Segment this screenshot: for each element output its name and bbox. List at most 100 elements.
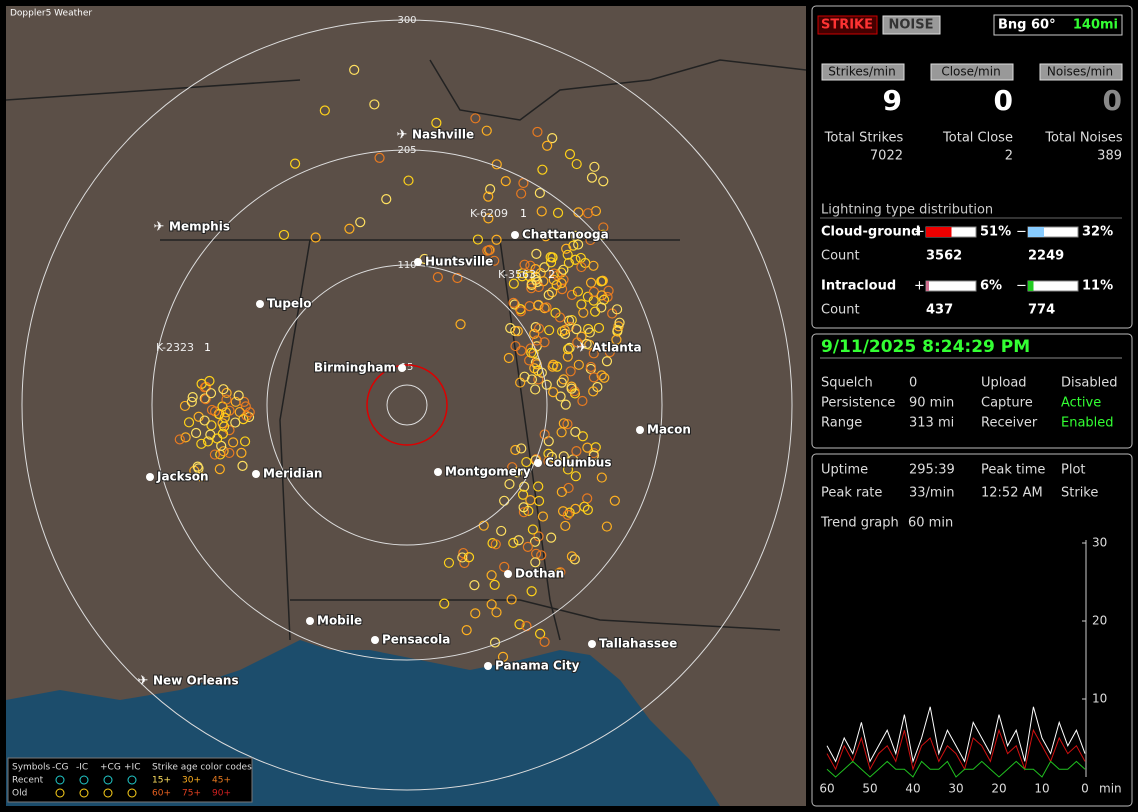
strike-symbol bbox=[559, 325, 570, 336]
setting: Capture bbox=[981, 396, 1033, 411]
strike-symbol bbox=[524, 271, 535, 282]
strike-symbol bbox=[598, 229, 609, 240]
stats-panel bbox=[811, 5, 1133, 329]
strike-symbol bbox=[601, 521, 612, 532]
strike-symbol bbox=[199, 415, 210, 426]
legend-row: Old bbox=[12, 789, 27, 799]
legend-age-title: Strike age color codes bbox=[152, 763, 252, 773]
strike-symbol bbox=[589, 306, 601, 317]
strike-symbol bbox=[582, 208, 594, 219]
strike-symbol bbox=[545, 257, 557, 268]
strike-symbol bbox=[515, 377, 526, 388]
strike-symbol bbox=[206, 420, 217, 431]
y-tick-label: 10 bbox=[1092, 692, 1107, 706]
strike-symbol bbox=[491, 607, 502, 618]
strike-symbol bbox=[455, 319, 466, 330]
dist-pct: 32% bbox=[1082, 225, 1113, 240]
strike-symbol bbox=[239, 396, 250, 408]
range-ring bbox=[386, 384, 428, 426]
legend-age: 30+ bbox=[182, 776, 201, 786]
strike-symbol bbox=[541, 302, 552, 313]
strike-symbol bbox=[577, 431, 588, 442]
strike-symbol bbox=[381, 194, 392, 205]
dist-count: 774 bbox=[1028, 303, 1055, 318]
strike-button-label[interactable]: STRIKE bbox=[821, 18, 873, 33]
city-label: Memphis bbox=[169, 220, 230, 234]
strike-symbol bbox=[530, 264, 541, 275]
strike-symbol bbox=[510, 325, 521, 337]
strike-symbol bbox=[221, 394, 232, 405]
dist-bar bbox=[1028, 281, 1034, 291]
city-dot bbox=[306, 617, 314, 625]
strike-symbol bbox=[529, 536, 541, 547]
strike-symbol bbox=[233, 390, 244, 401]
city-label: Mobile bbox=[317, 614, 362, 628]
x-tick-label: 20 bbox=[991, 782, 1006, 796]
strike-symbol bbox=[527, 524, 538, 535]
strike-symbol bbox=[588, 386, 599, 397]
strike-symbol bbox=[531, 248, 542, 259]
total-label: Total Strikes bbox=[824, 131, 904, 146]
strike-symbol bbox=[485, 184, 496, 195]
stat: 295:39 bbox=[909, 463, 955, 478]
range-ring bbox=[266, 264, 548, 546]
dist-name: Intracloud bbox=[821, 279, 896, 294]
strike-symbol bbox=[566, 289, 578, 301]
city-label: Dothan bbox=[515, 567, 564, 581]
strike-symbol bbox=[526, 374, 537, 385]
strike-symbol bbox=[289, 158, 301, 169]
setting: Disabled bbox=[1061, 376, 1117, 391]
bearing: Bng 60° bbox=[998, 18, 1056, 33]
city-dot bbox=[511, 231, 519, 239]
noise-button-label[interactable]: NOISE bbox=[888, 18, 933, 33]
strike-symbol bbox=[547, 133, 558, 144]
noise-button[interactable] bbox=[882, 15, 941, 35]
setting: 0 bbox=[909, 376, 917, 391]
total-value: 2 bbox=[1005, 149, 1013, 164]
strike-symbol bbox=[516, 345, 527, 356]
x-tick-label: 0 bbox=[1081, 782, 1089, 796]
strike-symbol bbox=[187, 392, 198, 403]
strike-symbol bbox=[584, 327, 595, 338]
strike-symbol bbox=[573, 359, 584, 370]
strike-symbol bbox=[547, 361, 558, 372]
strike-symbol bbox=[544, 325, 555, 336]
strike-symbol bbox=[571, 324, 582, 335]
strike-symbol bbox=[469, 580, 480, 591]
dist-sign: + bbox=[914, 279, 925, 294]
strike-symbol bbox=[526, 283, 537, 294]
city-label: Panama City bbox=[495, 659, 580, 673]
strike-symbol bbox=[230, 396, 241, 407]
strike-symbol bbox=[220, 407, 232, 418]
strike-symbol bbox=[589, 161, 600, 172]
total-value: 389 bbox=[1097, 149, 1122, 164]
strike-symbol bbox=[221, 387, 232, 399]
strike-symbol bbox=[491, 234, 502, 245]
strike-symbol bbox=[596, 472, 607, 483]
dist-pct: 11% bbox=[1082, 279, 1113, 294]
setting: Active bbox=[1061, 396, 1101, 411]
strike-symbol bbox=[186, 396, 197, 407]
city-label: Huntsville bbox=[425, 255, 493, 269]
strike-symbol bbox=[439, 598, 450, 609]
strike-symbol bbox=[553, 568, 564, 579]
distance: 140mi bbox=[1073, 18, 1118, 33]
legend-row: Recent bbox=[12, 776, 44, 786]
strike-symbol bbox=[556, 277, 567, 289]
strike-symbol bbox=[582, 504, 593, 516]
dist-bar bbox=[926, 281, 929, 291]
stat: Peak rate bbox=[821, 486, 882, 501]
stat: Plot bbox=[1061, 463, 1086, 478]
strike-symbol bbox=[518, 507, 530, 518]
strike-button[interactable] bbox=[817, 15, 878, 35]
strike-symbol bbox=[558, 418, 569, 429]
city-label: Meridian bbox=[263, 467, 322, 481]
status-panel bbox=[811, 333, 1133, 449]
range-ring bbox=[21, 19, 793, 791]
strike-symbol bbox=[539, 636, 550, 647]
strike-symbol bbox=[206, 404, 218, 416]
city-label: Columbus bbox=[545, 456, 612, 470]
airport-icon: ✈ bbox=[154, 220, 165, 235]
legend-age: 60+ bbox=[152, 789, 171, 799]
